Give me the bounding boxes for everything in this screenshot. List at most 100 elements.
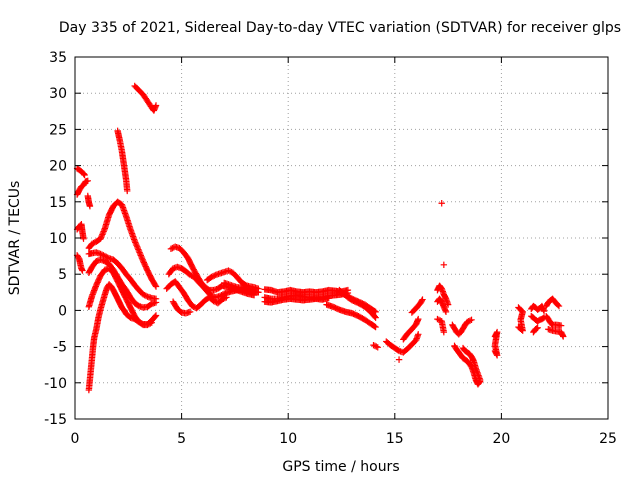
data-point xyxy=(221,294,229,302)
data-point xyxy=(188,272,195,279)
series-arc-ac xyxy=(408,296,426,316)
data-point xyxy=(138,255,146,262)
data-point xyxy=(370,341,377,349)
data-point xyxy=(101,226,108,234)
data-point xyxy=(137,252,144,259)
data-point xyxy=(134,244,141,252)
data-point xyxy=(88,240,96,247)
data-point xyxy=(464,318,471,326)
data-point xyxy=(100,228,107,235)
x-tick-label: 20 xyxy=(492,431,510,447)
data-point xyxy=(419,296,426,303)
data-point xyxy=(131,237,138,245)
data-point xyxy=(98,251,106,258)
y-tick-label: -5 xyxy=(53,340,67,356)
data-point xyxy=(189,302,196,310)
data-point xyxy=(104,254,111,261)
data-point xyxy=(435,316,443,324)
data-point xyxy=(141,291,148,299)
series-arc-d xyxy=(73,221,87,242)
data-point xyxy=(371,313,378,320)
data-point xyxy=(142,292,150,300)
data-point xyxy=(152,282,159,289)
x-tick-label: 25 xyxy=(599,431,617,447)
data-point xyxy=(79,267,86,274)
series-arc-ah xyxy=(434,315,448,336)
data-point xyxy=(373,343,380,350)
data-point xyxy=(372,323,379,331)
series-arc-aa xyxy=(400,315,422,343)
data-point xyxy=(466,317,474,324)
data-point xyxy=(97,234,105,241)
data-point xyxy=(86,202,94,210)
y-axis-label: SDTVAR / TECUs xyxy=(7,181,23,296)
data-point xyxy=(220,295,227,303)
data-point xyxy=(374,344,381,351)
data-point xyxy=(139,256,146,263)
data-point xyxy=(136,249,143,256)
series-arc-am xyxy=(515,304,526,334)
y-tick-label: 0 xyxy=(58,303,67,319)
data-point xyxy=(491,347,499,355)
data-point xyxy=(465,318,472,325)
y-tick-label: -10 xyxy=(44,376,67,392)
data-point xyxy=(216,292,224,300)
x-axis-label: GPS time / hours xyxy=(282,459,399,475)
series-arc-o xyxy=(163,278,230,312)
series-arc-al xyxy=(491,328,501,359)
data-point xyxy=(442,308,450,316)
data-point xyxy=(468,316,475,324)
data-point xyxy=(255,289,262,296)
data-point xyxy=(97,250,104,258)
series-arc-ar xyxy=(542,312,565,329)
y-tick-label: 30 xyxy=(49,86,67,102)
data-point xyxy=(133,243,141,250)
series-arc-ak xyxy=(459,344,484,384)
data-point xyxy=(211,272,218,279)
chart-title: Day 335 of 2021, Sidereal Day-to-day VTE… xyxy=(59,20,621,36)
data-point xyxy=(438,200,445,207)
data-point xyxy=(516,324,523,332)
series-arc-e xyxy=(73,252,86,274)
series-arc-f xyxy=(85,198,160,290)
data-point xyxy=(99,231,106,238)
data-point xyxy=(415,315,422,323)
data-point xyxy=(223,294,230,301)
series-arc-as xyxy=(545,326,567,340)
series-arc-ab xyxy=(395,356,403,363)
series-arc-ai xyxy=(449,316,475,338)
data-point xyxy=(557,322,565,329)
data-point xyxy=(418,297,426,304)
series-arc-v xyxy=(323,301,379,331)
data-point xyxy=(555,302,563,310)
y-tick-label: 20 xyxy=(49,159,67,175)
data-point xyxy=(145,320,153,328)
series-arc-aj xyxy=(451,342,484,388)
x-tick-label: 0 xyxy=(71,431,80,447)
series-arc-r xyxy=(221,279,262,296)
series-arc-z xyxy=(383,331,422,356)
y-tick-label: 15 xyxy=(49,195,67,211)
data-point xyxy=(152,299,160,306)
data-point xyxy=(371,342,379,350)
series-arc-b xyxy=(73,177,91,198)
data-point xyxy=(169,244,176,252)
series-arc-j xyxy=(85,281,155,394)
data-point xyxy=(136,250,144,258)
data-point xyxy=(533,325,540,332)
data-point xyxy=(476,376,484,384)
data-point xyxy=(534,324,541,331)
data-point xyxy=(135,246,142,253)
data-point xyxy=(415,331,422,338)
data-point xyxy=(147,320,154,327)
data-point xyxy=(186,271,194,279)
series-arc-l xyxy=(131,82,160,114)
series-arc-y xyxy=(370,341,381,351)
y-tick-label: 5 xyxy=(58,267,67,283)
series-arc-ao xyxy=(528,312,548,325)
data-point xyxy=(325,294,332,302)
series-arc-aq xyxy=(542,295,563,310)
series-arc-a xyxy=(73,165,88,179)
y-tick-label: 25 xyxy=(49,122,67,138)
